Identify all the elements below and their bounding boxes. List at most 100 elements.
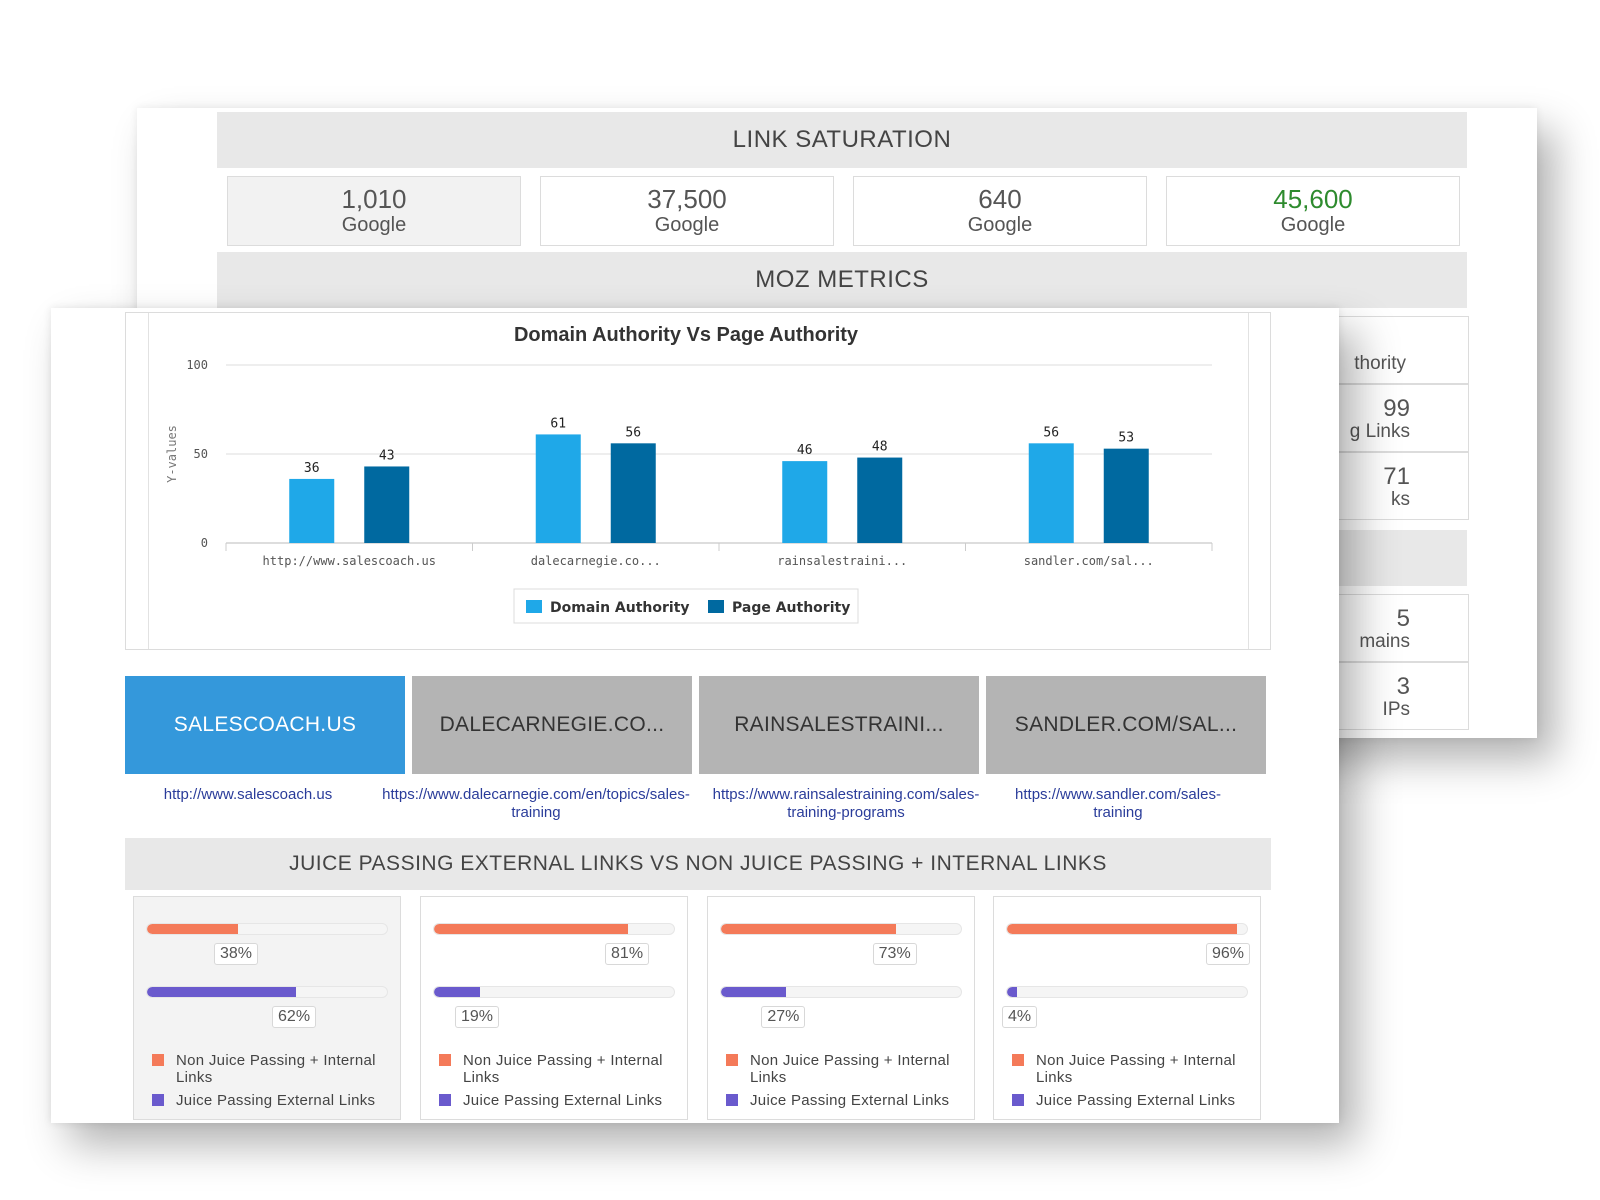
juice-percent-label: 27% bbox=[761, 1006, 806, 1028]
saturation-value: 1,010 bbox=[341, 184, 407, 214]
non-juice-legend-swatch bbox=[726, 1054, 738, 1066]
tab-salescoach[interactable]: SALESCOACH.US bbox=[125, 676, 405, 774]
saturation-stat-4: 45,600 Google bbox=[1166, 176, 1460, 246]
url-link-dalecarnegie[interactable]: https://www.dalecarnegie.com/en/topics/s… bbox=[382, 786, 690, 821]
juice-progress-fill bbox=[434, 987, 480, 997]
juice-card: 81% 19% Non Juice Passing + Internal Links… bbox=[420, 896, 688, 1120]
non-juice-progress-fill bbox=[1007, 924, 1238, 934]
juice-legend: Juice Passing External Links bbox=[726, 1092, 966, 1109]
chart-frame-line bbox=[1248, 313, 1249, 649]
moz-cell-label: g Links bbox=[1349, 421, 1410, 442]
x-tick-label: dalecarnegie.co... bbox=[531, 554, 661, 568]
juice-legend-label: Juice Passing External Links bbox=[463, 1092, 663, 1109]
y-tick-label: 50 bbox=[194, 447, 208, 461]
moz-cell-label: thority bbox=[1354, 353, 1406, 374]
non-juice-legend-label: Non Juice Passing + Internal Links bbox=[750, 1052, 950, 1086]
moz-cell-value: 99 bbox=[1383, 395, 1410, 422]
moz-metrics-header: MOZ METRICS bbox=[217, 252, 1467, 308]
juice-legend-label: Juice Passing External Links bbox=[1036, 1092, 1236, 1109]
bar-page-authority bbox=[364, 466, 410, 543]
legend-label-page-authority: Page Authority bbox=[732, 600, 850, 616]
bar-page-authority bbox=[857, 457, 903, 543]
competitor-urls: http://www.salescoach.us https://www.dal… bbox=[125, 786, 1271, 826]
saturation-label: Google bbox=[341, 214, 407, 236]
bar-value-label: 43 bbox=[379, 448, 395, 463]
tab-sandler[interactable]: SANDLER.COM/SAL... bbox=[986, 676, 1266, 774]
non-juice-legend-label: Non Juice Passing + Internal Links bbox=[463, 1052, 663, 1086]
juice-progress-bar bbox=[146, 986, 388, 998]
tab-dalecarnegie[interactable]: DALECARNEGIE.CO... bbox=[412, 676, 692, 774]
bar-page-authority bbox=[610, 443, 656, 543]
juice-percent-label: 19% bbox=[454, 1006, 499, 1028]
juice-legend: Juice Passing External Links bbox=[152, 1092, 392, 1109]
moz-cell-value: 3 bbox=[1396, 673, 1410, 700]
juice-links-header: JUICE PASSING EXTERNAL LINKS VS NON JUIC… bbox=[125, 838, 1271, 890]
juice-progress-bar bbox=[1006, 986, 1248, 998]
non-juice-legend: Non Juice Passing + Internal Links bbox=[439, 1052, 679, 1086]
x-tick-label: rainsalestraini... bbox=[777, 554, 907, 568]
non-juice-percent-label: 96% bbox=[1206, 943, 1251, 965]
bar-value-label: 48 bbox=[872, 440, 888, 455]
non-juice-percent-label: 81% bbox=[605, 943, 650, 965]
chart-legend bbox=[513, 588, 859, 624]
bar-value-label: 46 bbox=[797, 443, 813, 458]
saturation-stat-3: 640 Google bbox=[853, 176, 1147, 246]
competitor-tabs: SALESCOACH.US DALECARNEGIE.CO... RAINSAL… bbox=[125, 676, 1271, 774]
x-tick-label: http://www.salescoach.us bbox=[263, 554, 436, 568]
juice-legend: Juice Passing External Links bbox=[1012, 1092, 1252, 1109]
juice-legend: Juice Passing External Links bbox=[439, 1092, 679, 1109]
chart-svg: Domain Authority Vs Page Authority 0 50 100… bbox=[165, 324, 1213, 624]
juice-legend-swatch bbox=[152, 1094, 164, 1106]
juice-progress-bar bbox=[720, 986, 962, 998]
saturation-value: 640 bbox=[978, 184, 1022, 214]
moz-cell-label: IPs bbox=[1382, 699, 1410, 720]
juice-legend-label: Juice Passing External Links bbox=[176, 1092, 376, 1109]
moz-cell-label: ks bbox=[1391, 489, 1410, 510]
y-tick-label: 100 bbox=[186, 358, 208, 372]
y-tick-label: 0 bbox=[201, 536, 208, 550]
non-juice-progress-bar bbox=[146, 923, 388, 935]
juice-progress-bar bbox=[433, 986, 675, 998]
saturation-label: Google bbox=[1280, 214, 1346, 236]
juice-card: 73% 27% Non Juice Passing + Internal Links… bbox=[707, 896, 975, 1120]
non-juice-progress-fill bbox=[147, 924, 239, 934]
bar-domain-authority bbox=[535, 434, 581, 543]
juice-progress-fill bbox=[147, 987, 296, 997]
non-juice-progress-bar bbox=[720, 923, 962, 935]
authority-chart: Domain Authority Vs Page Authority 0 50 100… bbox=[125, 312, 1271, 650]
moz-cell-value: 71 bbox=[1383, 463, 1410, 490]
non-juice-progress-bar bbox=[1006, 923, 1248, 935]
saturation-value: 37,500 bbox=[647, 184, 727, 214]
bar-page-authority bbox=[1103, 448, 1149, 543]
bar-domain-authority bbox=[782, 461, 828, 543]
chart-title: Domain Authority Vs Page Authority bbox=[514, 324, 859, 346]
saturation-label: Google bbox=[967, 214, 1033, 236]
url-link-salescoach[interactable]: http://www.salescoach.us bbox=[163, 786, 333, 803]
non-juice-progress-bar bbox=[433, 923, 675, 935]
non-juice-legend-label: Non Juice Passing + Internal Links bbox=[1036, 1052, 1236, 1086]
y-axis-label: Y-values bbox=[165, 425, 179, 483]
bar-value-label: 56 bbox=[625, 425, 641, 440]
non-juice-legend-swatch bbox=[152, 1054, 164, 1066]
non-juice-progress-fill bbox=[721, 924, 897, 934]
juice-card: 96% 4% Non Juice Passing + Internal Links J… bbox=[993, 896, 1261, 1120]
bar-value-label: 61 bbox=[550, 416, 566, 431]
legend-label-domain-authority: Domain Authority bbox=[550, 600, 690, 616]
juice-legend-label: Juice Passing External Links bbox=[750, 1092, 950, 1109]
saturation-stat-2: 37,500 Google bbox=[540, 176, 834, 246]
competitor-comparison-panel: Domain Authority Vs Page Authority 0 50 100… bbox=[51, 308, 1339, 1123]
non-juice-legend-swatch bbox=[1012, 1054, 1024, 1066]
non-juice-percent-label: 73% bbox=[872, 943, 917, 965]
url-link-rainsalestraining[interactable]: https://www.rainsalestraining.com/sales-… bbox=[712, 786, 980, 821]
link-saturation-header: LINK SATURATION bbox=[217, 112, 1467, 168]
moz-cell-value: 5 bbox=[1396, 605, 1410, 632]
non-juice-progress-fill bbox=[434, 924, 629, 934]
non-juice-legend-label: Non Juice Passing + Internal Links bbox=[176, 1052, 376, 1086]
juice-percent-label: 4% bbox=[1002, 1006, 1038, 1028]
tab-rainsalestraining[interactable]: RAINSALESTRAINI... bbox=[699, 676, 979, 774]
non-juice-legend: Non Juice Passing + Internal Links bbox=[152, 1052, 392, 1086]
url-link-sandler[interactable]: https://www.sandler.com/sales-training bbox=[1015, 786, 1221, 821]
chart-frame-line bbox=[148, 313, 149, 649]
non-juice-percent-label: 38% bbox=[213, 943, 258, 965]
bar-domain-authority bbox=[289, 478, 335, 543]
